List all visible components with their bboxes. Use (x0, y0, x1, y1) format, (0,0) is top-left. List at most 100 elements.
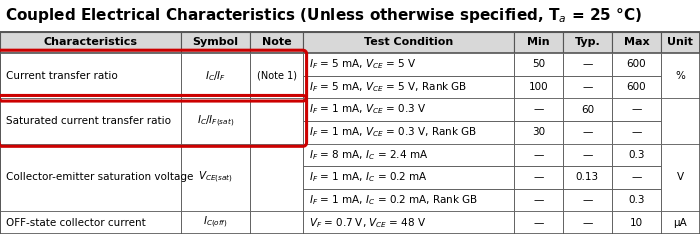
Text: Max: Max (624, 37, 649, 48)
Text: —: — (582, 218, 593, 228)
Text: Characteristics: Characteristics (43, 37, 138, 48)
Bar (0, 211, 181, 234)
Bar (0, 32, 700, 53)
Bar (661, 211, 700, 234)
Text: 0.13: 0.13 (576, 172, 599, 183)
Text: —: — (631, 172, 642, 183)
Bar (0, 143, 181, 211)
Bar (661, 143, 700, 211)
Bar (0, 98, 181, 143)
Bar (563, 121, 612, 143)
Text: $I_F$ = 1 mA, $I_C$ = 0.2 mA, Rank GB: $I_F$ = 1 mA, $I_C$ = 0.2 mA, Rank GB (309, 193, 479, 207)
Bar (250, 53, 304, 98)
Text: —: — (533, 105, 544, 115)
Text: $I_F$ = 8 mA, $I_C$ = 2.4 mA: $I_F$ = 8 mA, $I_C$ = 2.4 mA (309, 148, 428, 162)
Bar (514, 143, 563, 166)
Bar (514, 166, 563, 189)
Text: 50: 50 (532, 59, 545, 69)
Bar (0, 211, 700, 234)
Bar (612, 98, 661, 121)
Bar (514, 53, 563, 76)
Text: —: — (533, 195, 544, 205)
Text: $I_C/I_{F(sat)}$: $I_C/I_{F(sat)}$ (197, 113, 234, 128)
Bar (563, 32, 612, 53)
Bar (661, 53, 700, 98)
Text: Current transfer ratio: Current transfer ratio (6, 71, 118, 81)
Text: 600: 600 (626, 82, 646, 92)
Bar (612, 189, 661, 211)
Text: 600: 600 (626, 59, 646, 69)
Bar (304, 211, 514, 234)
Text: Min: Min (527, 37, 550, 48)
Bar (181, 53, 250, 98)
Bar (250, 211, 304, 234)
Bar (612, 166, 661, 189)
Bar (514, 211, 563, 234)
Text: μA: μA (673, 218, 687, 228)
Text: 60: 60 (581, 105, 594, 115)
Bar (250, 98, 304, 143)
Text: Test Condition: Test Condition (364, 37, 454, 48)
Bar (563, 189, 612, 211)
Bar (661, 32, 700, 53)
Text: —: — (533, 150, 544, 160)
Text: $I_F$ = 5 mA, $V_{CE}$ = 5 V, Rank GB: $I_F$ = 5 mA, $V_{CE}$ = 5 V, Rank GB (309, 80, 468, 94)
Text: 100: 100 (528, 82, 548, 92)
Bar (563, 98, 612, 121)
Text: $I_{C(off)}$: $I_{C(off)}$ (203, 215, 228, 230)
Text: 0.3: 0.3 (628, 150, 645, 160)
Bar (0, 32, 700, 234)
Text: —: — (582, 150, 593, 160)
Text: Symbol: Symbol (193, 37, 239, 48)
Text: —: — (582, 195, 593, 205)
Bar (0, 53, 181, 98)
Bar (304, 189, 514, 211)
Bar (0, 53, 700, 98)
Bar (181, 143, 250, 211)
Text: 10: 10 (630, 218, 643, 228)
Text: $I_F$ = 1 mA, $V_{CE}$ = 0.3 V, Rank GB: $I_F$ = 1 mA, $V_{CE}$ = 0.3 V, Rank GB (309, 125, 477, 139)
Text: $I_F$ = 5 mA, $V_{CE}$ = 5 V: $I_F$ = 5 mA, $V_{CE}$ = 5 V (309, 57, 417, 71)
Bar (661, 98, 700, 143)
Bar (514, 121, 563, 143)
Bar (514, 98, 563, 121)
Text: %: % (676, 71, 685, 81)
Bar (563, 76, 612, 98)
Bar (304, 53, 514, 76)
Text: Saturated current transfer ratio: Saturated current transfer ratio (6, 116, 171, 126)
Text: —: — (582, 127, 593, 137)
Text: $I_C/I_F$: $I_C/I_F$ (205, 69, 226, 83)
Bar (563, 53, 612, 76)
Text: $V_{CE(sat)}$: $V_{CE(sat)}$ (198, 170, 233, 185)
Text: —: — (582, 82, 593, 92)
Text: —: — (631, 127, 642, 137)
Text: V: V (677, 172, 684, 183)
Bar (250, 32, 304, 53)
Text: $I_F$ = 1 mA, $V_{CE}$ = 0.3 V: $I_F$ = 1 mA, $V_{CE}$ = 0.3 V (309, 103, 427, 117)
Bar (250, 143, 304, 211)
Text: —: — (631, 105, 642, 115)
Bar (612, 76, 661, 98)
Bar (304, 76, 514, 98)
Text: —: — (533, 218, 544, 228)
Bar (304, 143, 514, 166)
Bar (0, 32, 181, 53)
Text: OFF-state collector current: OFF-state collector current (6, 218, 146, 228)
Text: Unit: Unit (668, 37, 694, 48)
Bar (563, 211, 612, 234)
Text: —: — (582, 59, 593, 69)
Text: —: — (533, 172, 544, 183)
Bar (514, 76, 563, 98)
Bar (612, 53, 661, 76)
Text: 0.3: 0.3 (628, 195, 645, 205)
Text: $I_F$ = 1 mA, $I_C$ = 0.2 mA: $I_F$ = 1 mA, $I_C$ = 0.2 mA (309, 171, 428, 184)
Text: (Note 1): (Note 1) (257, 71, 297, 81)
Text: Typ.: Typ. (575, 37, 601, 48)
Bar (181, 32, 250, 53)
Bar (612, 121, 661, 143)
Bar (514, 189, 563, 211)
Bar (181, 211, 250, 234)
Bar (612, 32, 661, 53)
Bar (0, 143, 700, 211)
Bar (304, 166, 514, 189)
